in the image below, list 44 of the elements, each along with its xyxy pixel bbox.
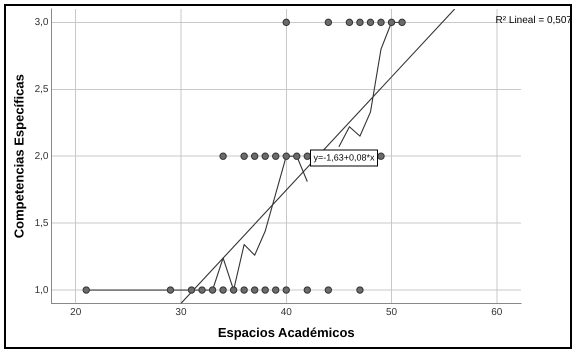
y-tick-label: 2,0	[34, 150, 49, 162]
point	[324, 286, 332, 294]
point	[377, 152, 385, 160]
y-axis-title: Competencias Específicas	[11, 74, 26, 238]
point	[219, 286, 227, 294]
point	[304, 286, 312, 294]
y-tick-label: 3,0	[34, 17, 49, 28]
point	[230, 286, 238, 294]
point	[324, 18, 332, 26]
x-tick-label: 20	[70, 307, 82, 318]
point	[219, 152, 227, 160]
point	[346, 18, 354, 26]
point	[272, 286, 280, 294]
point	[356, 286, 364, 294]
point	[261, 286, 269, 294]
annotation: y=-1,63+0,08*x	[313, 152, 376, 162]
x-tick-label: 40	[280, 307, 292, 318]
point	[261, 152, 269, 160]
point	[282, 152, 290, 160]
point	[282, 18, 290, 26]
y-tick-label: 2,5	[34, 84, 49, 96]
point	[250, 286, 258, 294]
point	[293, 152, 300, 160]
point	[208, 286, 216, 294]
y-tick-label: 1,0	[34, 284, 49, 296]
point	[188, 286, 196, 294]
x-tick-label: 60	[491, 307, 503, 318]
point	[282, 286, 290, 294]
point	[240, 152, 248, 160]
x-tick-label: 30	[175, 307, 187, 318]
point	[366, 18, 374, 26]
point	[82, 286, 90, 294]
point	[356, 18, 364, 26]
point	[388, 18, 396, 26]
point	[240, 286, 248, 294]
x-tick-label: 50	[386, 307, 398, 318]
point	[272, 152, 280, 160]
point	[398, 18, 406, 26]
point	[250, 152, 258, 160]
point	[198, 286, 206, 294]
y-tick-label: 1,5	[34, 218, 49, 229]
point	[166, 286, 174, 294]
point	[377, 18, 385, 26]
x-axis-title: Espacios Académicos	[218, 324, 355, 340]
